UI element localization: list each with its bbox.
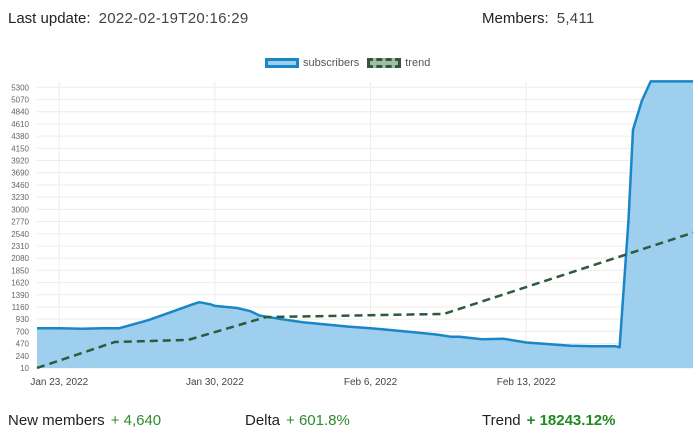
last-update-value: 2022-02-19T20:16:29 (98, 10, 249, 27)
legend-label-subscribers: subscribers (303, 57, 360, 69)
y-tick-label: 1160 (12, 303, 30, 312)
y-tick-label: 4610 (11, 120, 29, 129)
y-tick-label: 240 (16, 352, 30, 361)
y-tick-label: 700 (16, 327, 30, 336)
subscribers-line (37, 80, 693, 349)
y-tick-label: 1850 (11, 266, 29, 275)
legend-item-trend[interactable]: trend (367, 57, 430, 69)
legend-swatch-trend (367, 58, 402, 68)
y-tick-label: 470 (16, 340, 30, 349)
trend-label: Trend (482, 412, 521, 429)
members-label: Members: (482, 10, 549, 27)
y-tick-label: 4840 (11, 108, 29, 117)
delta-value: + 601.8% (286, 412, 350, 429)
new-members-stat: New members + 4,640 (8, 412, 161, 429)
new-members-label: New members (8, 412, 105, 429)
legend-item-subscribers[interactable]: subscribers (265, 57, 359, 69)
x-axis-ticks: Jan 23, 2022 Jan 30, 2022 Feb 6, 2022 Feb 1… (30, 377, 556, 388)
subscribers-chart: 10 240 470 700 930 1160 1390 1620 1850 2080 2310 25… (11, 80, 694, 388)
y-tick-label: 3230 (11, 193, 29, 202)
new-members-value: + 4,640 (110, 412, 162, 429)
trend-value: + 18243.12% (526, 412, 616, 429)
y-axis-ticks: 10 240 470 700 930 1160 1390 1620 1850 2080 2310 25… (11, 83, 29, 373)
trend-line (36, 231, 694, 370)
y-tick-label: 2770 (11, 218, 29, 227)
members-value: 5,411 (556, 10, 595, 27)
delta-label: Delta (245, 412, 281, 429)
last-update: Last update: 2022-02-19T20:16:29 (8, 10, 249, 27)
chart-legend: subscribers trend (265, 57, 438, 69)
y-tick-label: 5070 (11, 96, 29, 105)
chart-grid (37, 82, 693, 369)
y-tick-label: 2310 (11, 242, 29, 251)
chart-series (36, 80, 694, 370)
legend-label-trend: trend (405, 57, 431, 69)
y-tick-label: 3690 (11, 169, 29, 178)
x-tick-label: Feb 13, 2022 (497, 377, 556, 388)
y-tick-label: 2080 (11, 254, 29, 263)
last-update-label: Last update: (8, 10, 91, 27)
y-tick-label: 5300 (11, 83, 29, 92)
y-tick-label: 3920 (11, 157, 29, 166)
y-tick-label: 10 (20, 364, 29, 373)
x-tick-label: Feb 6, 2022 (344, 377, 398, 388)
y-tick-label: 1390 (11, 291, 29, 300)
x-tick-label: Jan 23, 2022 (30, 377, 88, 388)
y-tick-label: 1620 (11, 279, 29, 288)
legend-swatch-subscribers (265, 58, 299, 68)
y-tick-label: 2540 (11, 230, 29, 239)
y-tick-label: 3000 (11, 205, 29, 214)
x-tick-label: Jan 30, 2022 (186, 377, 244, 388)
members-count: Members: 5,411 (482, 10, 595, 27)
y-tick-label: 4380 (11, 132, 29, 141)
y-tick-label: 930 (16, 315, 30, 324)
subscribers-area (37, 81, 693, 369)
y-tick-label: 4150 (11, 144, 29, 153)
y-tick-label: 3460 (11, 181, 29, 190)
trend-stat: Trend + 18243.12% (482, 412, 615, 429)
delta-stat: Delta + 601.8% (245, 412, 350, 429)
